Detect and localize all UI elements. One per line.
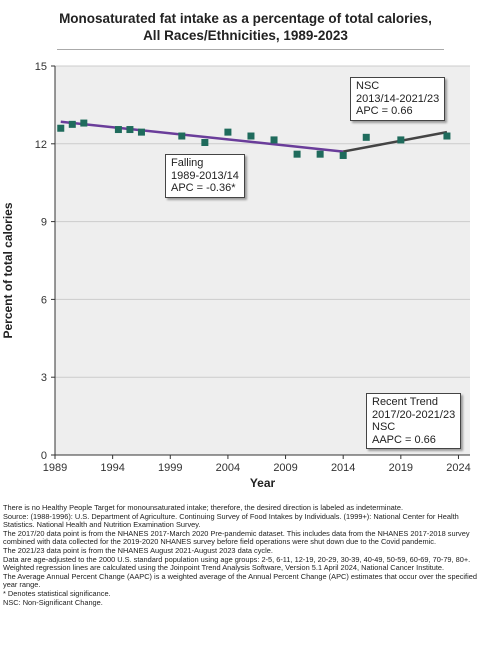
- data-point: [126, 126, 134, 134]
- annotation-recent-line4: AAPC = 0.66: [372, 433, 436, 446]
- data-point: [178, 132, 186, 140]
- chart-title: Monosaturated fat intake as a percentage…: [0, 10, 491, 44]
- annotation-nsc-line1: NSC: [356, 80, 380, 92]
- data-points: [57, 119, 451, 159]
- chart-plot: 0 3 6 9 12 15 1989 1994 1999 2004 2009 2014 2019 2024…: [1, 61, 471, 490]
- trend-segment: [342, 130, 448, 153]
- chart-title-line2: All Races/Ethnicities, 1989-2023: [143, 28, 348, 43]
- annotation-nsc-line3: APC = 0.66: [356, 105, 413, 117]
- x-tick-label: 2004: [216, 462, 240, 474]
- annotation-recent-line1: Recent Trend: [372, 396, 439, 408]
- annotation-falling-line2: 1989-2013/14: [171, 169, 239, 182]
- x-tick-label: 1999: [158, 462, 182, 474]
- x-tick-label: 1994: [100, 462, 124, 474]
- x-tick-label: 2014: [331, 462, 355, 474]
- x-tick-label: 1989: [43, 462, 67, 474]
- annotation-falling-line1: Falling: [171, 157, 204, 169]
- annotation-nsc: NSC 2013/14-2021/23 APC = 0.66: [350, 77, 446, 121]
- y-axis-label: Percent of total calories: [1, 202, 15, 338]
- data-point: [137, 128, 145, 136]
- annotation-recent-trend: Recent Trend 2017/20-2021/23 NSC AAPC = …: [366, 393, 462, 449]
- data-point: [114, 126, 122, 134]
- y-tick-label: 6: [41, 294, 47, 306]
- data-point: [362, 133, 370, 141]
- annotation-nsc-line2: 2013/14-2021/23: [356, 92, 440, 105]
- footnote: There is no Healthy People Target for mo…: [3, 503, 404, 512]
- data-point: [293, 150, 301, 158]
- x-tick-label: 2009: [273, 462, 297, 474]
- trend-lines: [60, 120, 448, 153]
- annotation-falling: Falling 1989-2013/14 APC = -0.36*: [165, 154, 245, 198]
- data-point: [339, 151, 347, 159]
- data-point: [224, 128, 232, 136]
- data-point: [247, 132, 255, 140]
- data-point: [80, 119, 88, 127]
- chart-title-line1: Monosaturated fat intake as a percentage…: [59, 11, 432, 26]
- footnote: The 2017/20 data point is from the NHANE…: [3, 528, 470, 547]
- footnotes: There is no Healthy People Target for mo…: [3, 503, 489, 607]
- annotation-falling-line3: APC = -0.36*: [171, 182, 236, 194]
- tick-labels: 0 3 6 9 12 15 1989 1994 1999 2004 2009 2014 2019 2024: [35, 61, 471, 474]
- annotation-recent-line3: NSC: [372, 421, 396, 433]
- y-tick-label: 3: [41, 372, 47, 384]
- footnote: The 2021/23 data point is from the NHANE…: [3, 545, 273, 555]
- footnote: * Denotes statistical significance.: [3, 588, 111, 598]
- data-point: [397, 136, 405, 144]
- data-point: [201, 139, 209, 147]
- footnote: NSC: Non-Significant Change.: [3, 597, 103, 607]
- footnote: Source: (1988-1996): U.S. Department of …: [3, 511, 459, 530]
- footnote: Weighted regression lines are calculated…: [3, 563, 445, 573]
- data-point: [270, 136, 278, 144]
- x-tick-label: 2024: [446, 462, 470, 474]
- x-tick-label: 2019: [389, 462, 413, 474]
- x-axis-label: Year: [250, 476, 276, 490]
- footnote: Data are age-adjusted to the 2000 U.S. s…: [3, 554, 471, 564]
- data-point: [57, 124, 65, 132]
- y-tick-label: 15: [35, 61, 47, 73]
- y-tick-label: 9: [41, 217, 47, 229]
- y-tick-label: 12: [35, 139, 47, 151]
- title-divider: [57, 49, 444, 50]
- trend-segment: [60, 120, 344, 153]
- data-point: [68, 120, 76, 128]
- data-point: [316, 150, 324, 158]
- plot-area: [55, 66, 470, 455]
- annotation-recent-line2: 2017/20-2021/23: [372, 408, 456, 421]
- data-point: [443, 132, 451, 140]
- y-tick-label: 0: [41, 450, 47, 462]
- footnote: The Average Annual Percent Change (AAPC)…: [3, 571, 477, 590]
